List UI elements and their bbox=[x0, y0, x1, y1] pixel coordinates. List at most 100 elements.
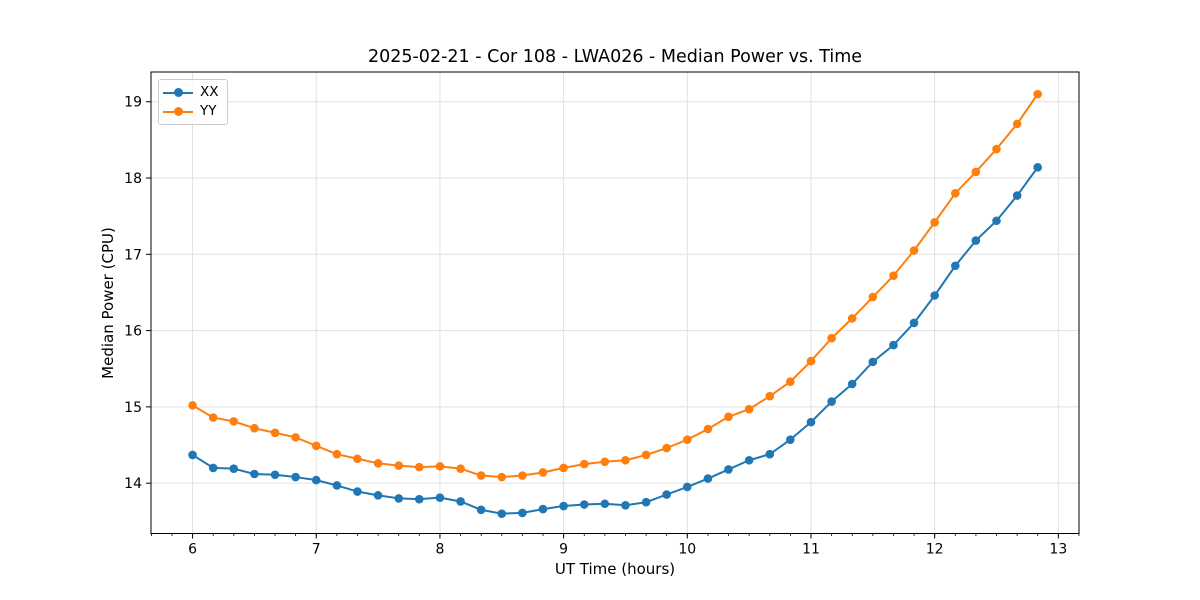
series-YY-marker bbox=[703, 424, 713, 434]
legend-item-yy: YY bbox=[163, 102, 219, 121]
series-YY-marker bbox=[1033, 89, 1042, 99]
series-XX-marker bbox=[435, 493, 445, 502]
series-YY-marker bbox=[662, 443, 671, 453]
series-XX-marker bbox=[579, 500, 589, 509]
series-XX-marker bbox=[930, 291, 939, 300]
series-YY-marker bbox=[806, 356, 816, 366]
series-XX-marker bbox=[538, 504, 548, 514]
series-YY-marker bbox=[1012, 119, 1022, 129]
series-XX-marker bbox=[1033, 163, 1042, 172]
series-YY-marker bbox=[682, 435, 692, 444]
series-XX-marker bbox=[600, 499, 610, 509]
series-XX-marker bbox=[291, 472, 300, 482]
series-XX-marker bbox=[353, 487, 362, 496]
series-YY-marker bbox=[394, 461, 404, 470]
series-XX-marker bbox=[703, 474, 713, 483]
legend-label-yy: YY bbox=[200, 103, 217, 119]
series-XX-marker bbox=[208, 463, 218, 473]
series-XX-marker bbox=[456, 497, 465, 506]
series-XX-marker bbox=[497, 509, 507, 518]
series-YY-marker bbox=[621, 455, 630, 465]
series-XX-marker bbox=[559, 501, 568, 511]
series-YY-marker bbox=[208, 413, 218, 422]
series-XX-marker bbox=[971, 236, 981, 245]
series-XX-marker bbox=[373, 491, 383, 500]
series-YY-marker bbox=[641, 450, 651, 460]
series-YY-marker bbox=[538, 468, 548, 477]
series-XX-marker bbox=[827, 397, 836, 406]
series-XX-marker bbox=[724, 465, 733, 474]
series-XX-marker bbox=[641, 497, 651, 507]
series-YY-marker bbox=[889, 271, 898, 280]
y-tick-label: 14 bbox=[124, 476, 142, 492]
series-YY-marker bbox=[497, 472, 507, 482]
series-YY-marker bbox=[518, 471, 527, 480]
series-YY-marker bbox=[353, 454, 362, 464]
series-XX-marker bbox=[311, 475, 321, 485]
legend: XX YY bbox=[158, 79, 228, 125]
y-tick-label: 17 bbox=[124, 247, 142, 263]
series-YY-marker bbox=[291, 433, 300, 442]
series-YY-marker bbox=[847, 314, 857, 323]
series-YY-marker bbox=[456, 464, 465, 473]
series-XX-marker bbox=[909, 318, 919, 328]
series-YY-marker bbox=[332, 449, 342, 459]
legend-marker-yy-icon bbox=[163, 107, 193, 117]
series-YY-marker bbox=[909, 246, 919, 255]
y-tick-label: 18 bbox=[124, 171, 142, 187]
series-YY-marker bbox=[951, 188, 960, 198]
series-YY-marker bbox=[250, 423, 259, 433]
series-YY-marker bbox=[476, 471, 486, 480]
series-XX-marker bbox=[744, 455, 754, 465]
series-XX-marker bbox=[1012, 191, 1022, 200]
series-XX-marker bbox=[250, 469, 259, 479]
series-XX-marker bbox=[476, 505, 486, 515]
series-YY-marker bbox=[724, 412, 733, 422]
series-YY-marker bbox=[930, 217, 939, 227]
series-XX-marker bbox=[188, 450, 197, 460]
series-YY-marker bbox=[435, 462, 445, 471]
x-axis-label: UT Time (hours) bbox=[554, 560, 676, 578]
series-XX-marker bbox=[229, 464, 239, 473]
series-YY-marker bbox=[414, 462, 424, 472]
series-XX-marker bbox=[332, 481, 342, 490]
series-YY-marker bbox=[579, 459, 589, 469]
series-XX-marker bbox=[847, 379, 857, 389]
series-XX-marker bbox=[682, 482, 692, 492]
series-YY-marker bbox=[971, 167, 981, 177]
legend-marker-xx-icon bbox=[163, 88, 193, 98]
series-XX-marker bbox=[394, 494, 404, 503]
x-tick-label: 11 bbox=[802, 542, 820, 558]
y-tick-label: 16 bbox=[124, 324, 142, 340]
series-YY-marker bbox=[765, 391, 775, 401]
y-tick-label: 15 bbox=[124, 400, 142, 416]
legend-label-xx: XX bbox=[200, 84, 219, 100]
series-XX-marker bbox=[786, 435, 795, 444]
series-YY-marker bbox=[229, 417, 239, 426]
series-YY-marker bbox=[786, 377, 795, 387]
x-tick-label: 10 bbox=[678, 542, 696, 558]
series-XX-marker bbox=[414, 494, 424, 504]
x-tick-label: 9 bbox=[559, 542, 568, 558]
y-tick-label: 19 bbox=[124, 95, 142, 111]
series-XX-marker bbox=[868, 357, 878, 367]
series-XX-marker bbox=[518, 508, 527, 518]
x-tick-label: 6 bbox=[188, 542, 197, 558]
series-XX-marker bbox=[765, 449, 775, 459]
series-XX-marker bbox=[662, 490, 671, 499]
series-YY-marker bbox=[373, 459, 383, 468]
series-YY-marker bbox=[600, 457, 610, 467]
series-XX-marker bbox=[951, 261, 960, 271]
axes-spines bbox=[150, 71, 1080, 534]
series-XX-marker bbox=[806, 417, 816, 427]
series-XX-marker bbox=[889, 340, 898, 350]
y-axis-label: Median Power (CPU) bbox=[99, 227, 117, 379]
x-tick-label: 8 bbox=[435, 542, 444, 558]
legend-item-xx: XX bbox=[163, 83, 219, 102]
x-tick-label: 12 bbox=[926, 542, 944, 558]
series-XX-marker bbox=[992, 216, 1001, 226]
series-YY-marker bbox=[270, 428, 280, 438]
series-XX-marker bbox=[270, 470, 280, 480]
